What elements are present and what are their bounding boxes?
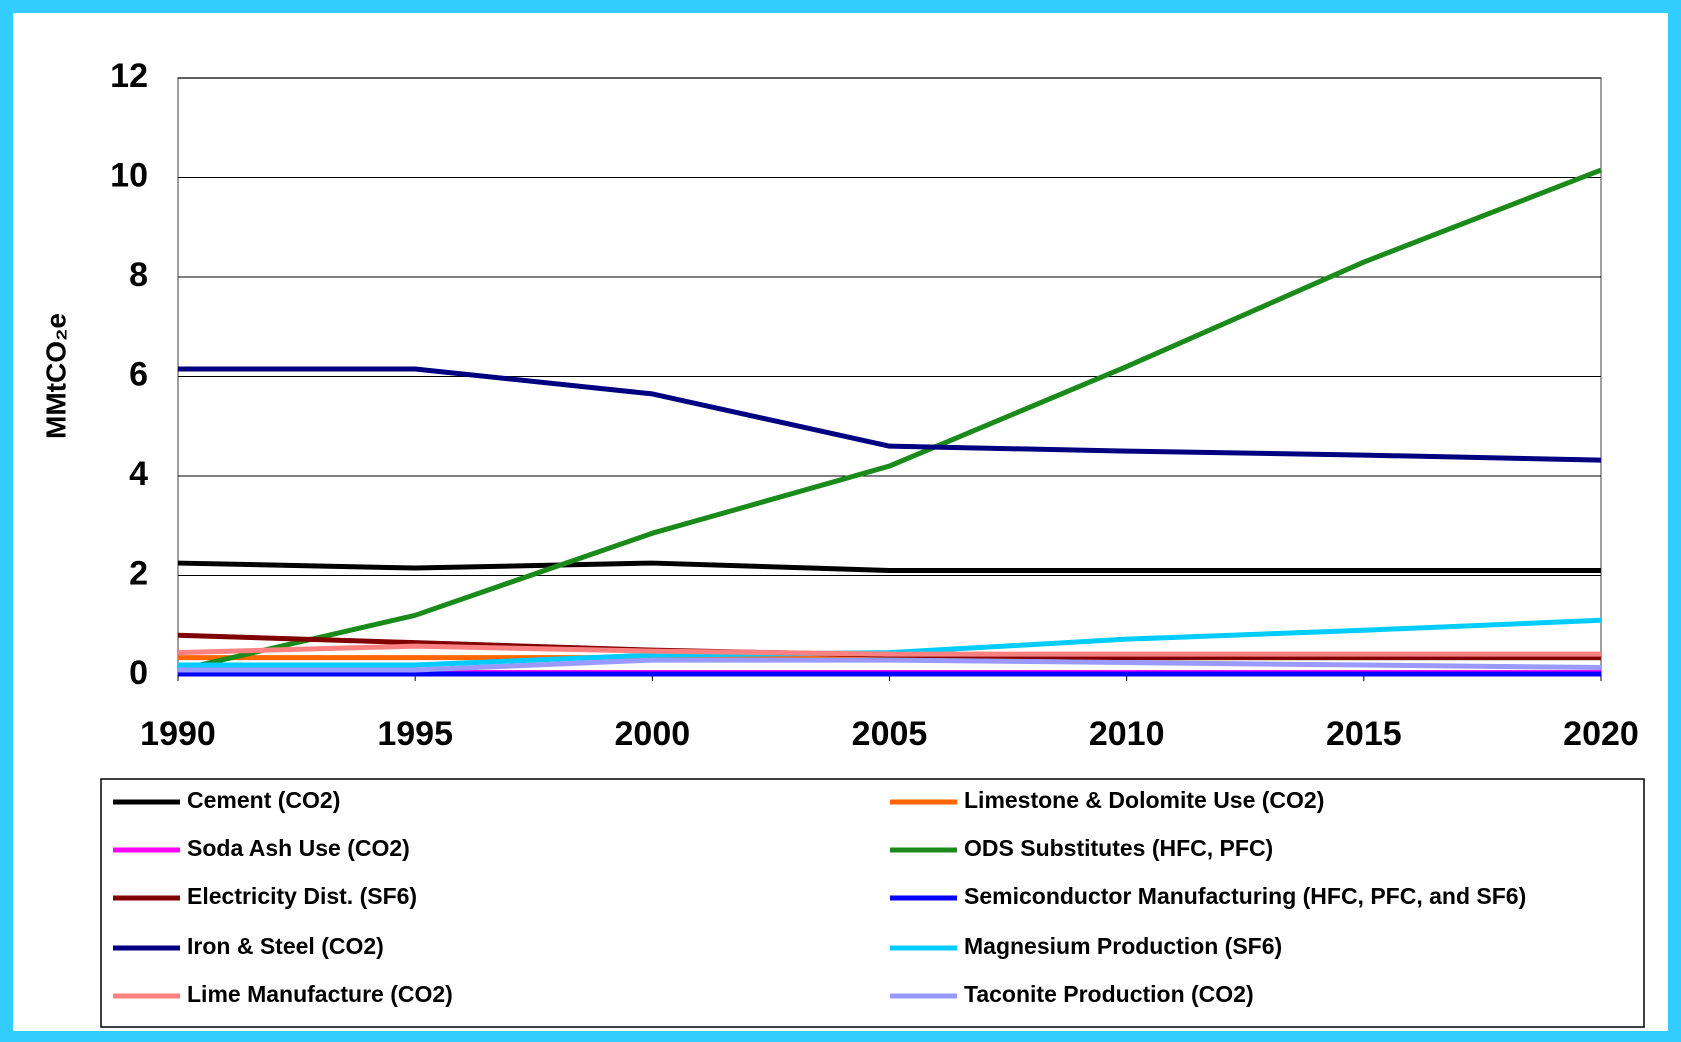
- legend-label: Soda Ash Use (CO2): [187, 835, 410, 861]
- series-line: [178, 657, 1602, 673]
- x-tick-label: 2005: [852, 715, 928, 753]
- y-tick-label: 2: [129, 554, 148, 592]
- y-tick-label: 10: [110, 156, 148, 194]
- legend-label: Taconite Production (CO2): [964, 981, 1254, 1007]
- x-tick-label: 1995: [377, 715, 453, 753]
- x-tick-label: 2010: [1089, 715, 1165, 753]
- legend-label: ODS Substitutes (HFC, PFC): [964, 835, 1273, 861]
- series-line: [178, 366, 1602, 463]
- legend-label: Limestone & Dolomite Use (CO2): [964, 787, 1324, 813]
- y-axis-label: MMtCO₂e: [40, 313, 71, 439]
- legend-label: Electricity Dist. (SF6): [187, 883, 417, 909]
- legend-box: [100, 778, 1645, 1028]
- x-tick-label: 1990: [140, 715, 216, 753]
- series-line: [177, 643, 1601, 657]
- y-tick-label: 4: [129, 455, 148, 493]
- legend-label: Magnesium Production (SF6): [964, 933, 1282, 959]
- x-tick-label: 2020: [1563, 715, 1639, 753]
- legend-label: Iron & Steel (CO2): [187, 933, 384, 959]
- legend-label: Semiconductor Manufacturing (HFC, PFC, a…: [964, 883, 1526, 909]
- legend-label: Cement (CO2): [187, 787, 340, 813]
- x-tick-label: 2015: [1326, 715, 1402, 753]
- legend-label: Lime Manufacture (CO2): [187, 981, 453, 1007]
- series-line: [177, 560, 1601, 574]
- y-tick-label: 12: [110, 57, 148, 95]
- y-tick-label: 6: [129, 355, 148, 393]
- x-tick-label: 2000: [615, 715, 691, 753]
- y-tick-label: 0: [129, 654, 148, 692]
- chart-panel: [13, 13, 1668, 1031]
- series-line: [177, 167, 1602, 673]
- y-tick-label: 8: [129, 256, 148, 294]
